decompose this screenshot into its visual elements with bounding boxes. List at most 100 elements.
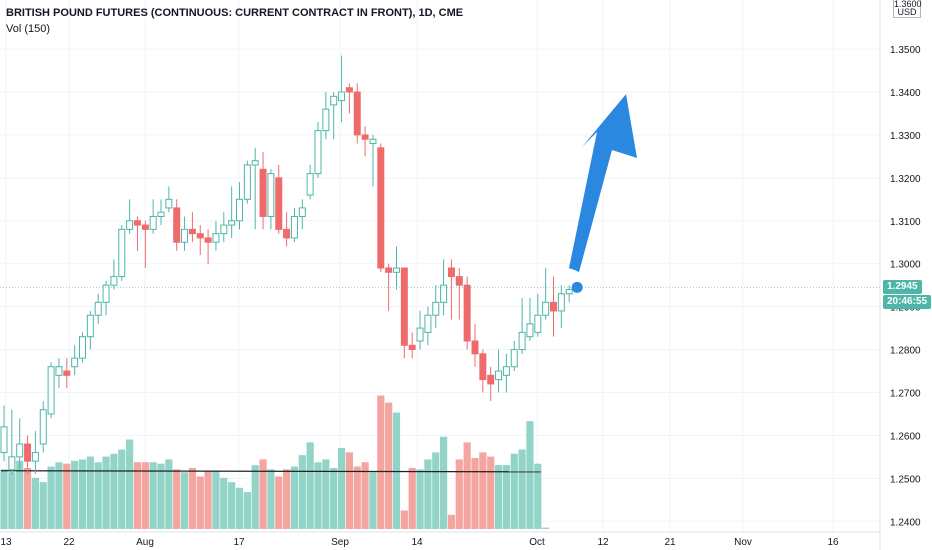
candle-body [188,228,196,235]
candle-body [94,301,102,316]
volume-bar [322,459,330,529]
candle-body [290,215,298,239]
volume-bar [479,452,487,529]
candle-body [141,224,149,230]
volume-bar [510,453,518,529]
currency-label[interactable]: 1.3600 USD [893,0,922,18]
candle-body [86,314,94,338]
candle-body [79,336,86,359]
candle-body [298,207,306,217]
volume-bar [149,462,157,529]
candle-body [416,327,424,342]
volume-bar [290,466,299,529]
volume-bar [392,412,401,529]
volume-bar [71,460,79,529]
volume-bar [110,453,118,529]
y-tick-label: 1.2500 [890,474,921,485]
candle-body [361,134,369,140]
volume-bar [400,510,408,529]
candle-body [510,349,518,368]
volume-bar [8,472,16,529]
candle-body [118,228,126,278]
volume-bar [133,462,142,529]
candle-body [400,267,408,346]
candle-body [345,87,353,93]
candle-body [63,370,71,376]
candle-body [267,173,275,217]
candle-body [47,366,55,415]
candle-body [243,164,251,200]
candle-body [479,353,487,381]
volume-bar [180,472,189,529]
x-tick-label: Aug [136,537,154,548]
volume-bar [31,477,39,529]
volume-bar [157,463,165,529]
candle-body [487,374,495,385]
candle-body [157,211,165,217]
volume-bar [94,462,102,529]
volume-bar [235,487,244,529]
candle-body [212,233,220,243]
candle-body [220,224,228,235]
candle-body [557,293,565,312]
candle-body [102,284,110,303]
up-arrow-annotation [569,94,637,273]
candle-body [495,370,503,381]
x-tick-label: Oct [529,537,545,548]
volume-bar [518,449,526,529]
volume-bar [534,463,542,529]
candle-body [173,207,181,243]
y-tick-label: 1.3400 [890,88,921,99]
candle-body [71,357,79,368]
candle-body [565,288,573,295]
candle-body [275,177,283,230]
candle-body [393,267,400,273]
volume-bar [275,476,283,529]
symbol-title: BRITISH POUND FUTURES (CONTINUOUS: CURRE… [6,7,464,19]
volume-bar [212,470,220,529]
volume-bar [259,459,267,529]
candle-body [440,284,448,303]
candle-body [534,314,542,333]
volume-bar [306,442,314,529]
candle-body [259,168,267,217]
candle-body [236,198,243,222]
candle-body [377,147,385,269]
candle-body [314,130,322,175]
volume-bar [228,482,236,529]
y-tick-label: 1.3300 [890,131,921,142]
candle-body [24,443,32,462]
candle-body [471,340,479,355]
volume-bar [440,436,448,529]
volume-bar [455,459,463,529]
volume-bar [369,472,377,529]
volume-bar [165,459,173,529]
volume-bar [526,421,534,529]
volume-bar [78,459,87,529]
volume-bar [47,466,55,529]
candle-body [31,452,39,462]
volume-bar [196,476,204,529]
candle-body [330,95,338,106]
volume-bar [16,460,24,529]
volume-bar [102,456,110,529]
y-tick-label: 1.2800 [890,346,921,357]
candle-body [204,237,212,243]
volume-bar [432,452,440,529]
volume-bar [416,469,424,529]
y-tick-label: 1.2400 [890,517,921,528]
y-tick-label: 1.3200 [890,174,921,185]
last-price-dot [571,281,583,293]
candle-body [55,366,63,376]
volume-bar [86,456,94,529]
candle-body [196,233,204,239]
candle-body [8,456,16,471]
volume-bar [63,463,71,529]
volume-bar [188,467,196,529]
x-tick-label: 12 [597,537,609,548]
volume-bar [494,465,503,529]
candle-body [228,220,236,226]
volume-bar [243,492,251,529]
volume-bar [298,455,306,529]
